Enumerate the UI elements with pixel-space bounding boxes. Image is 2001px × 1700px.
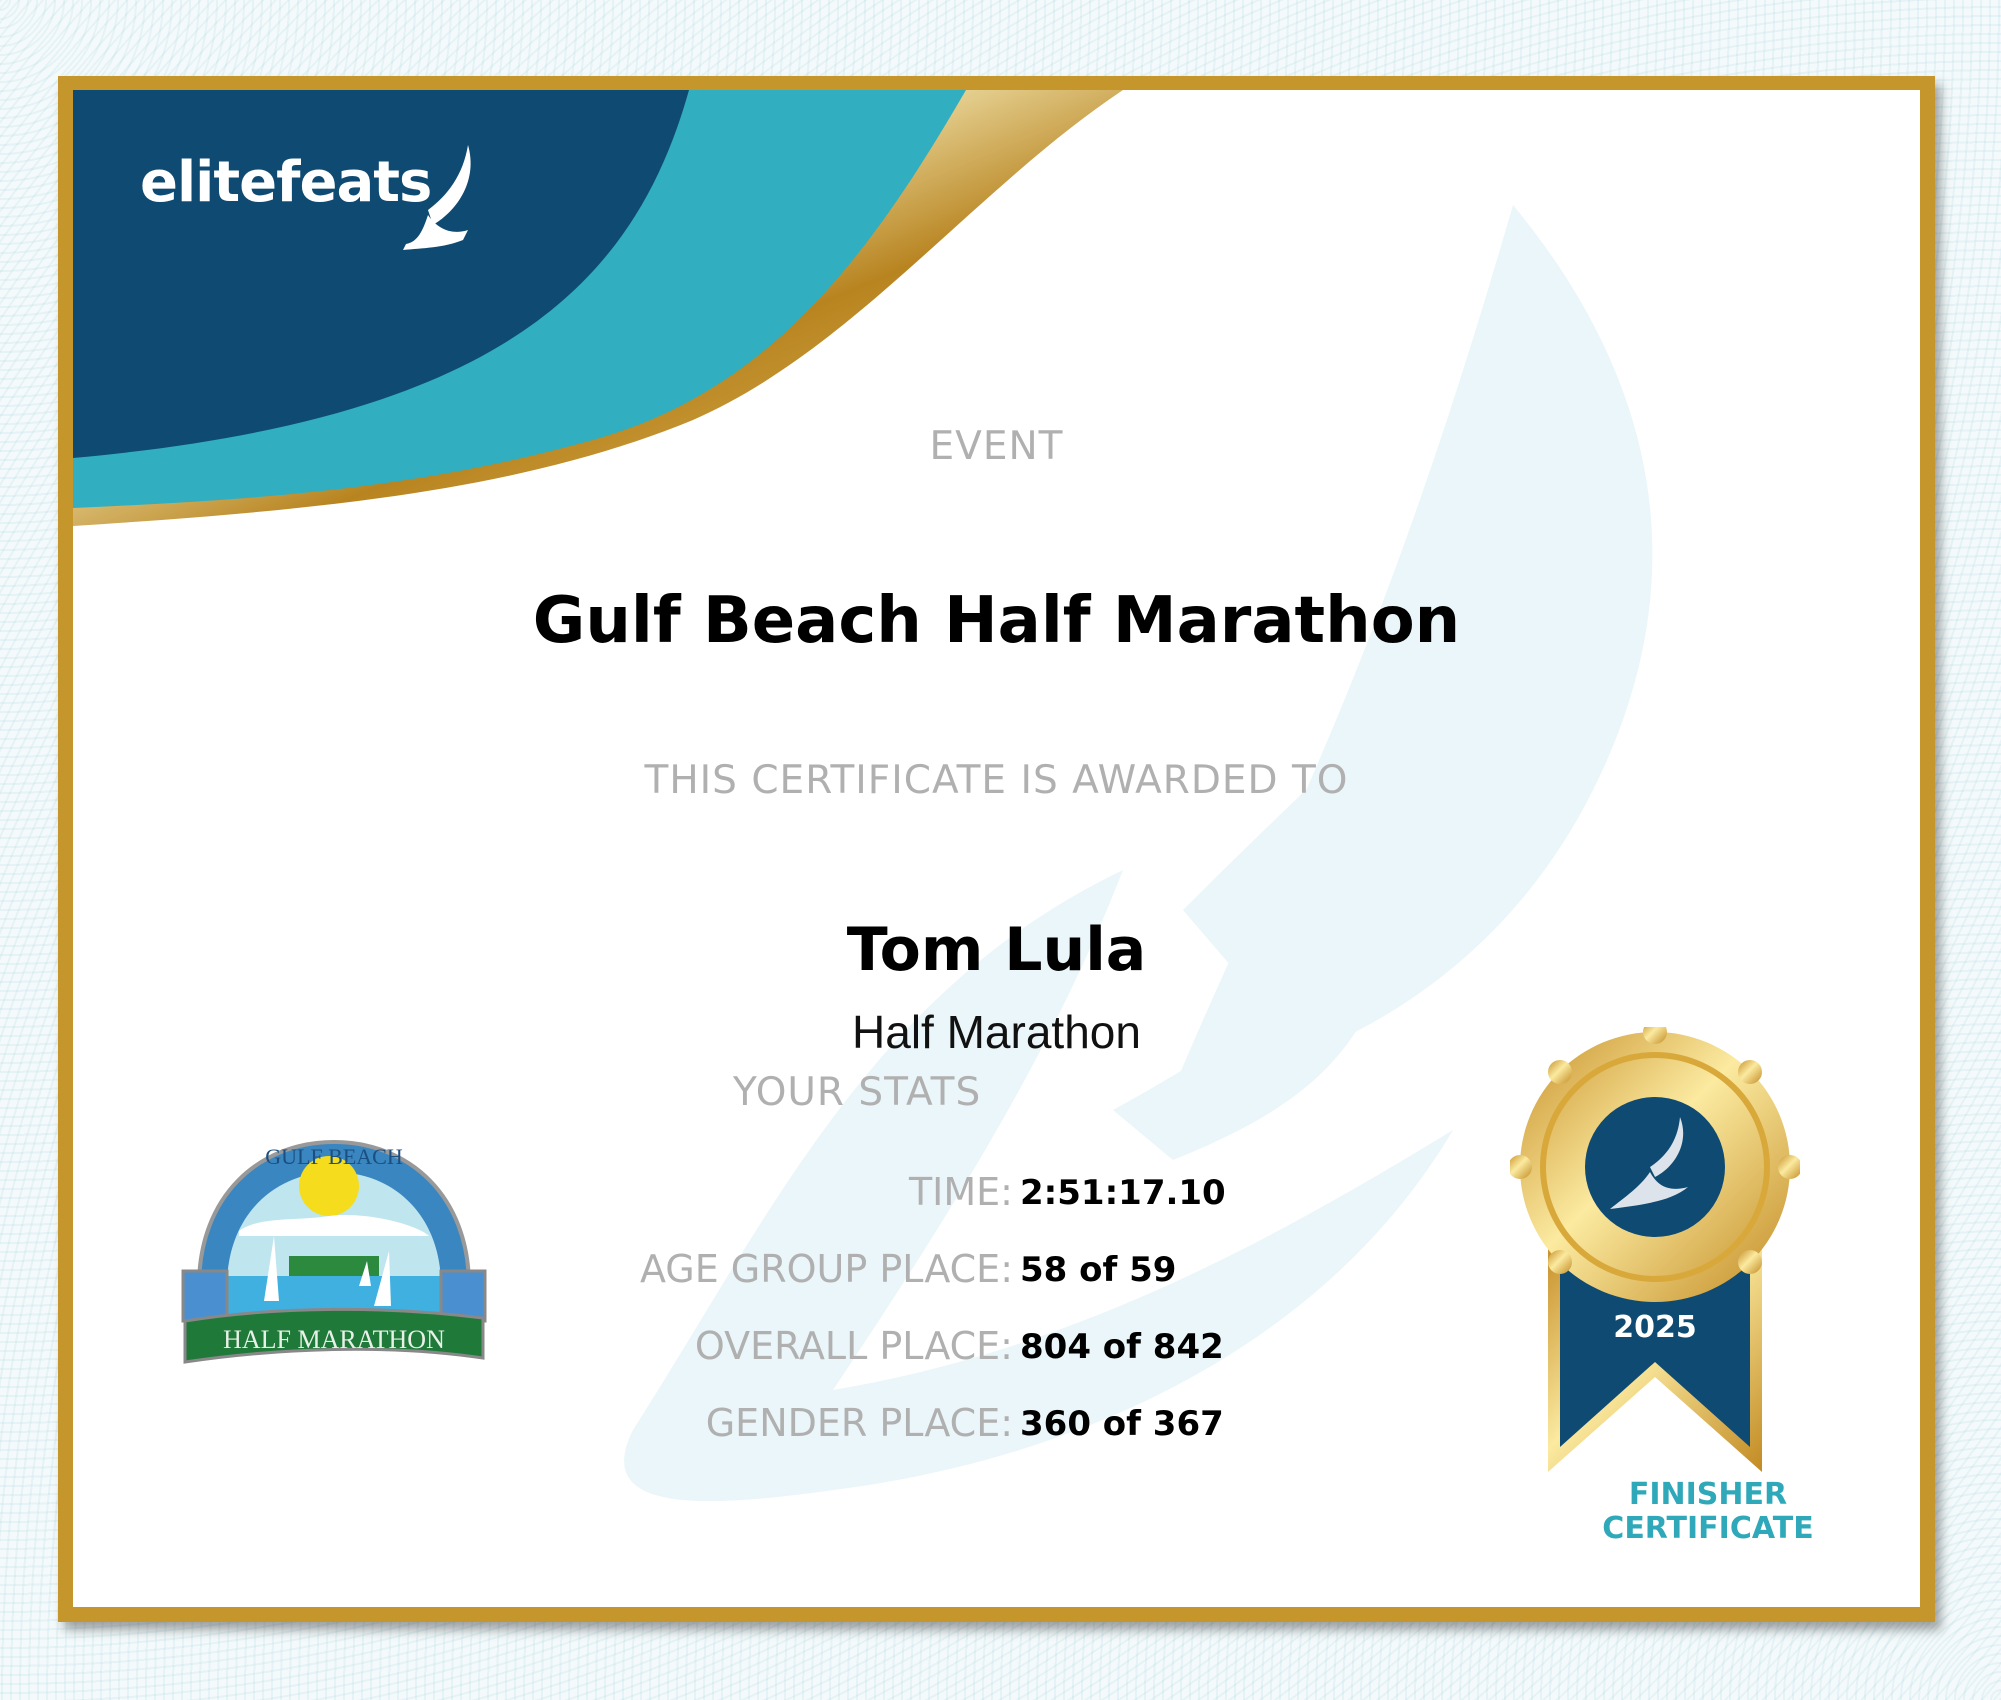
stat-row-overall: OVERALL PLACE: 804 of 842: [73, 1324, 1920, 1374]
stat-label: GENDER PLACE:: [705, 1401, 1013, 1445]
stat-value: 58 of 59: [1020, 1250, 1177, 1290]
header-swoosh: [73, 90, 1653, 1502]
finisher-badge: 2025: [1510, 1027, 1800, 1472]
winged-foot-watermark-icon: [624, 205, 1653, 1502]
stat-row-time: TIME: 2:51:17.10: [73, 1170, 1920, 1220]
winged-foot-logo-icon: [403, 145, 471, 250]
certificate-frame: elitefeats EVENT Gulf Beach Half Maratho…: [58, 76, 1935, 1622]
svg-text:HALF MARATHON: HALF MARATHON: [223, 1325, 445, 1354]
svg-text:GULF BEACH: GULF BEACH: [265, 1144, 403, 1169]
stat-label: AGE GROUP PLACE:: [639, 1247, 1013, 1291]
event-name: Gulf Beach Half Marathon: [532, 584, 1461, 658]
event-label: EVENT: [929, 424, 1064, 469]
stat-value: 360 of 367: [1020, 1404, 1224, 1444]
finisher-certificate-label: FINISHER CERTIFICATE: [1558, 1478, 1858, 1546]
stat-label: OVERALL PLACE:: [694, 1324, 1013, 1368]
stat-row-gender: GENDER PLACE: 360 of 367: [73, 1401, 1920, 1451]
certificate-line: CERTIFICATE: [1602, 1511, 1814, 1546]
awarded-label: THIS CERTIFICATE IS AWARDED TO: [644, 758, 1349, 803]
stat-label: TIME:: [908, 1170, 1013, 1214]
stat-value: 804 of 842: [1020, 1327, 1224, 1367]
badge-year: 2025: [1613, 1310, 1697, 1345]
finisher-line: FINISHER: [1628, 1477, 1788, 1512]
certificate-body: elitefeats EVENT Gulf Beach Half Maratho…: [73, 90, 1920, 1607]
stats-label: YOUR STATS: [733, 1070, 982, 1115]
winged-foot-icon: [1610, 1117, 1688, 1209]
recipient-name: Tom Lula: [846, 915, 1147, 985]
gulf-beach-race-logo: HALF MARATHON GULF BEACH: [181, 1139, 487, 1364]
stat-row-age-group: AGE GROUP PLACE: 58 of 59: [73, 1247, 1920, 1297]
distance: Half Marathon: [852, 1006, 1141, 1058]
elitefeats-logo: elitefeats: [140, 150, 432, 215]
stat-value: 2:51:17.10: [1020, 1173, 1226, 1213]
